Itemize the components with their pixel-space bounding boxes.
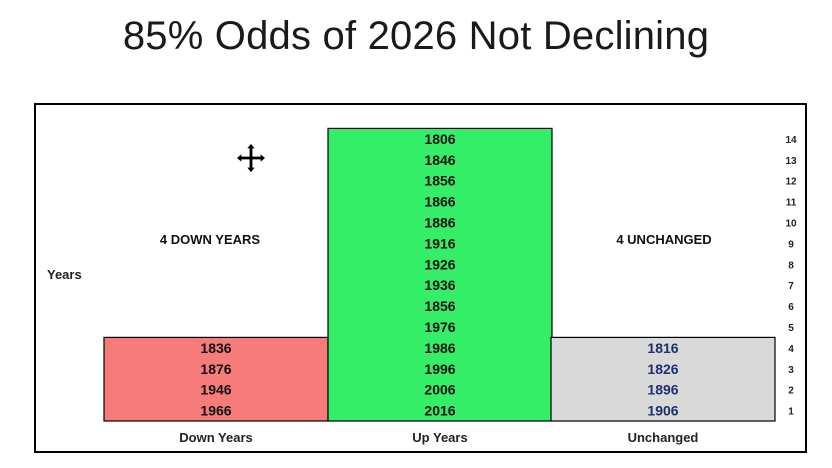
bar-year-label: 1946 [200, 382, 231, 398]
bar-year-label: 1926 [424, 256, 455, 272]
bar-year-label: 1806 [424, 131, 455, 147]
y-tick-label: 6 [788, 302, 794, 313]
annotation-down-years: 4 DOWN YEARS [160, 232, 260, 247]
bar-year-label: 1976 [424, 319, 455, 335]
move-cursor-icon [235, 142, 267, 174]
bar-year-label: 1916 [424, 235, 455, 251]
x-category-label: Unchanged [628, 430, 699, 445]
bar-year-label: 1966 [200, 403, 231, 419]
y-tick-label: 10 [785, 218, 797, 229]
y-tick-label: 11 [786, 198, 797, 209]
x-category-label: Up Years [412, 430, 467, 445]
bar-year-label: 1886 [424, 214, 455, 230]
bar-year-label: 1856 [424, 298, 455, 314]
page-title: 85% Odds of 2026 Not Declining [122, 14, 710, 58]
bar-year-label: 1996 [424, 361, 455, 377]
bar-year-label: 2006 [424, 382, 455, 398]
x-category-label: Down Years [179, 430, 252, 445]
bar-labels-layer: 1966 1946 1876 1836 2016 2006 1996 1986 1976 1856… [200, 131, 678, 419]
bar-year-label: 1866 [424, 194, 455, 210]
bar-year-label: 1936 [424, 277, 455, 293]
bar-year-label: 1906 [647, 403, 678, 419]
y-tick-label: 9 [788, 239, 794, 250]
y-tick-label: 12 [785, 177, 797, 188]
bar-year-label: 1816 [647, 340, 678, 356]
y-tick-label: 14 [785, 135, 797, 146]
bar-down-years [103, 336, 329, 422]
bar-year-label: 1896 [647, 382, 678, 398]
bar-unchanged [550, 336, 776, 422]
bar-year-label: 1986 [424, 340, 455, 356]
y-tick-label: 3 [788, 365, 794, 376]
y-tick-label: 1 [788, 407, 794, 418]
bar-year-label: 1846 [424, 152, 455, 168]
y-tick-label: 7 [788, 281, 794, 292]
y-tick-label: 13 [785, 156, 797, 167]
y-tick-label: 5 [788, 323, 794, 334]
y-axis-label: Years [47, 267, 82, 282]
bar-year-label: 1826 [647, 361, 678, 377]
y-tick-label: 4 [788, 344, 794, 355]
bars-layer [103, 127, 776, 422]
bar-year-label: 1856 [424, 173, 455, 189]
annotation-unchanged: 4 UNCHANGED [616, 232, 711, 247]
bar-year-label: 1836 [200, 340, 231, 356]
x-category-labels-layer: Down Years Up Years Unchanged [179, 430, 698, 445]
bar-up-years [327, 127, 553, 422]
y-tick-label: 8 [788, 260, 794, 271]
bar-year-label: 1876 [200, 361, 231, 377]
bar-year-label: 2016 [424, 403, 455, 419]
y-tick-label: 2 [788, 386, 794, 397]
